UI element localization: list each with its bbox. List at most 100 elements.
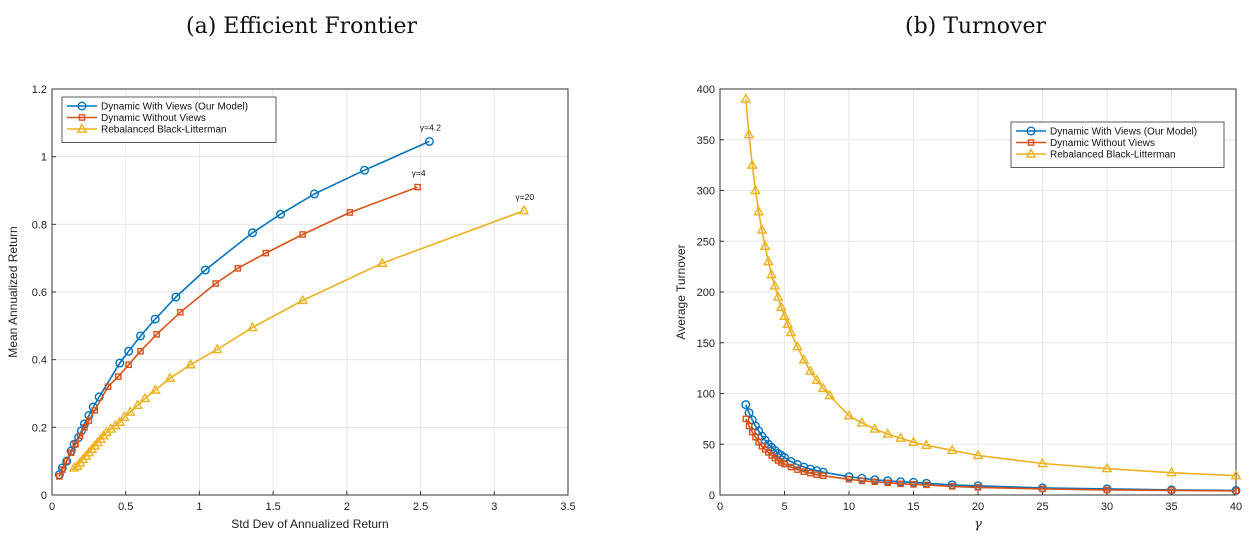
data-point (1039, 485, 1046, 493)
data-point (262, 249, 270, 257)
y-tick-label: 350 (697, 135, 715, 147)
data-point (518, 204, 530, 215)
chart-0: 0 0.5 1 1.5 2 2.5 3 3.5 0 0.2 0.4 0.6 0.8 1 1.2 Std Dev… (6, 84, 576, 531)
y-tick-label: 150 (697, 338, 715, 350)
data-point (781, 460, 788, 468)
data-point (921, 439, 932, 449)
data-point (76, 432, 84, 440)
data-point (858, 477, 866, 485)
y-tick-label: 400 (697, 84, 715, 96)
data-point (153, 330, 160, 338)
data-point (276, 209, 286, 219)
data-point (376, 257, 388, 267)
x-axis-label: γ (974, 517, 982, 532)
data-point (856, 417, 868, 427)
end-annotation: γ=4 (412, 168, 426, 178)
data-point (798, 354, 810, 364)
series-1 (56, 183, 421, 480)
data-point (248, 228, 258, 238)
data-point (200, 265, 210, 275)
legend-marker (1026, 126, 1036, 136)
data-point (742, 415, 750, 423)
data-point (769, 279, 781, 290)
data-point (1101, 462, 1113, 473)
data-point (756, 224, 768, 234)
data-point (81, 424, 88, 431)
data-point (804, 365, 816, 375)
y-tick-label: 50 (703, 439, 715, 451)
y-tick-label: 200 (697, 287, 715, 299)
legend: Dynamic With Views (Our Model)Dynamic Wi… (61, 96, 277, 143)
data-point (139, 392, 151, 403)
y-tick-label: 0.4 (32, 355, 47, 367)
data-point (150, 314, 160, 324)
data-point (766, 268, 777, 279)
legend-marker (76, 123, 88, 133)
x-tick-label: 20 (972, 501, 984, 513)
data-point (779, 310, 790, 321)
data-point (740, 93, 752, 103)
y-tick-label: 1.2 (32, 84, 47, 96)
x-tick-label: 35 (1165, 501, 1177, 513)
x-axis-label: Std Dev of Annualized Return (231, 517, 388, 531)
legend-box (61, 96, 277, 143)
data-point (946, 444, 958, 455)
data-point (871, 478, 879, 486)
y-tick-label: 0 (709, 490, 715, 502)
data-point (211, 343, 223, 354)
data-point (759, 240, 771, 251)
data-point (56, 473, 63, 480)
series-2 (68, 204, 530, 472)
data-point (171, 292, 181, 302)
data-point (972, 449, 984, 460)
data-point (85, 417, 93, 424)
data-point (844, 472, 854, 482)
data-point (1232, 487, 1240, 495)
series-line (745, 99, 1237, 477)
legend-entry: Dynamic With Views (Our Model) (1050, 127, 1197, 138)
x-tick-label: 10 (843, 501, 855, 513)
legend-marker (1027, 139, 1035, 146)
data-point (104, 383, 112, 391)
x-tick-label: 2.5 (413, 501, 428, 513)
data-point (948, 483, 956, 490)
x-tick-label: 3 (491, 501, 497, 513)
x-tick-label: 25 (1036, 501, 1048, 513)
data-point (910, 481, 917, 488)
legend-marker (1025, 148, 1037, 158)
data-point (772, 291, 784, 301)
x-tick-label: 0 (717, 501, 723, 513)
data-point (137, 347, 144, 355)
data-point (785, 326, 797, 337)
data-point (309, 189, 319, 199)
data-point (124, 406, 136, 416)
data-point (800, 468, 808, 475)
data-point (897, 480, 904, 488)
legend-entry: Dynamic Without Views (1050, 138, 1155, 149)
end-annotation: γ=4.2 (420, 122, 441, 132)
legend-entry: Rebalanced Black-Litterman (1050, 150, 1176, 161)
data-point (870, 475, 880, 485)
data-point (745, 422, 753, 430)
data-point (59, 466, 66, 473)
data-point (811, 374, 823, 385)
data-point (819, 472, 827, 480)
y-tick-label: 100 (697, 389, 715, 401)
data-point (346, 209, 354, 216)
x-tick-label: 1.5 (265, 501, 280, 513)
axes-frame (719, 88, 1237, 496)
data-point (762, 255, 774, 266)
data-point (424, 136, 434, 146)
data-point (118, 411, 130, 421)
data-point (908, 436, 919, 446)
data-point (753, 205, 765, 216)
legend-marker (77, 101, 87, 111)
chart-1: 0 5 10 15 20 25 30 35 40050100150200250300350400… (674, 84, 1242, 532)
data-point (297, 294, 309, 305)
data-point (792, 340, 803, 351)
data-point (164, 372, 176, 382)
legend-marker (78, 114, 86, 121)
data-point (63, 457, 71, 465)
data-point (794, 466, 801, 473)
